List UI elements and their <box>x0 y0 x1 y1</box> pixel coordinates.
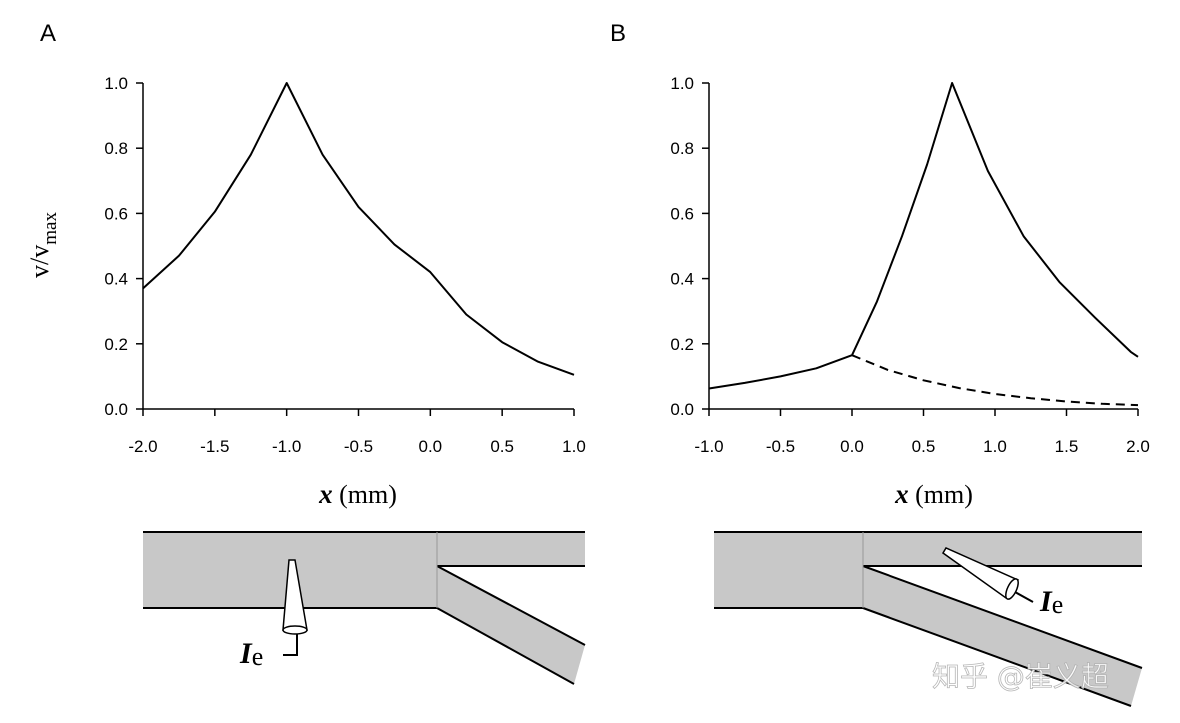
lower-branch <box>437 566 585 684</box>
y-tick-label: 0.2 <box>104 335 128 354</box>
x-tick-label: -0.5 <box>344 437 373 456</box>
panel-a-x-axis-title: x (mm) <box>318 479 397 509</box>
series-line <box>142 82 575 376</box>
x-tick-label: 0.5 <box>490 437 514 456</box>
panel-a: A 0.00.20.40.60.81.0-2.0 -1.5 -1.0 -0.5 0.0 0… <box>25 20 586 685</box>
x-axis-title-variable: x <box>894 479 909 509</box>
watermark: 知乎 @崔义超 <box>932 660 1109 693</box>
lower-branch <box>863 566 1142 706</box>
panel-a-y-axis-title: v/vmax <box>25 212 61 278</box>
electrode-label-sub: e <box>252 642 264 671</box>
x-axis-title-unit: (mm) <box>333 480 397 509</box>
panel-a-series <box>142 82 575 376</box>
y-tick-label: 0.6 <box>670 204 694 223</box>
electrode-label: Ie <box>239 637 263 671</box>
x-tick-label: -1.5 <box>200 437 229 456</box>
electrode-label-sub: e <box>1052 590 1064 619</box>
y-tick-label: 0.0 <box>104 400 128 419</box>
cable-edge <box>862 565 1143 669</box>
panel-b: B 0.0 0.2 0.4 0.6 0.8 1.0 -1.0 -0.5 0.0 0.5 1.0 1.5… <box>610 20 1150 707</box>
y-tick-label: 0.0 <box>670 400 694 419</box>
panel-b-neuron-diagram: Ie <box>714 531 1143 707</box>
x-tick-label: 0.0 <box>419 437 443 456</box>
panel-a-neuron-diagram: Ie <box>143 531 586 685</box>
y-tick-label: 1.0 <box>104 74 128 93</box>
y-tick-label: 1.0 <box>670 74 694 93</box>
x-axis-title-unit: (mm) <box>909 480 973 509</box>
y-axis-title-subscript: max <box>40 212 61 245</box>
cable-edge <box>436 565 586 646</box>
panel-b-ticks: 0.0 0.2 0.4 0.6 0.8 1.0 -1.0 -0.5 0.0 0.5 1.0 1.5 2.… <box>670 74 1149 456</box>
x-tick-label: 1.5 <box>1055 437 1079 456</box>
x-tick-label: 1.0 <box>983 437 1007 456</box>
y-axis-title-main: v/v <box>25 245 54 278</box>
x-tick-label: 0.0 <box>840 437 864 456</box>
x-tick-label: 2.0 <box>1126 437 1150 456</box>
electrode-label-main: I <box>1039 585 1053 618</box>
panel-b-letter: B <box>610 20 626 47</box>
electrode-tip-icon <box>282 625 308 635</box>
panel-b-axes <box>708 83 1138 410</box>
y-tick-label: 0.2 <box>670 335 694 354</box>
x-tick-label: -2.0 <box>128 437 157 456</box>
series-line <box>851 354 1139 407</box>
x-tick-label: -1.0 <box>272 437 301 456</box>
y-tick-label: 0.4 <box>670 270 694 289</box>
cable-edge <box>436 607 575 685</box>
upper-branch <box>863 532 1142 566</box>
electrode-label: Ie <box>1039 585 1063 619</box>
panel-a-axes <box>142 83 574 410</box>
panel-a-letter: A <box>40 20 56 47</box>
x-tick-label: 1.0 <box>562 437 586 456</box>
x-tick-label: -0.5 <box>766 437 795 456</box>
upper-branch <box>437 532 585 566</box>
y-tick-label: 0.6 <box>104 204 128 223</box>
x-tick-label: -1.0 <box>694 437 723 456</box>
electrode-tip-icon <box>1005 578 1019 600</box>
panel-b-x-axis-title: x (mm) <box>894 479 973 509</box>
series-line <box>708 82 1139 390</box>
x-tick-label: 0.5 <box>912 437 936 456</box>
electrode-lead <box>1014 591 1034 603</box>
electrode-lead <box>283 634 298 656</box>
panel-a-ticks: 0.0 0.2 0.4 0.6 0.8 1.0 -2.0 -1.5 -1.0 -0.5 0.0 0.5… <box>104 74 585 456</box>
y-tick-label: 0.4 <box>104 270 128 289</box>
main-cable <box>714 532 863 608</box>
y-tick-label: 0.8 <box>670 139 694 158</box>
cable-edge <box>862 607 1132 707</box>
x-axis-title-variable: x <box>318 479 333 509</box>
y-tick-label: 0.8 <box>104 139 128 158</box>
panel-b-series <box>708 82 1139 407</box>
electrode-label-main: I <box>239 637 253 670</box>
